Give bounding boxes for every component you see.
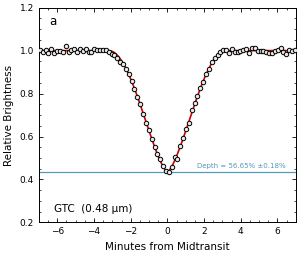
Text: GTC  (0.48 μm): GTC (0.48 μm)	[54, 204, 132, 214]
Text: Depth = 56.65% ±0.18%: Depth = 56.65% ±0.18%	[197, 163, 285, 169]
Text: a: a	[49, 15, 56, 28]
X-axis label: Minutes from Midtransit: Minutes from Midtransit	[105, 242, 230, 252]
Y-axis label: Relative Brightness: Relative Brightness	[4, 65, 14, 166]
